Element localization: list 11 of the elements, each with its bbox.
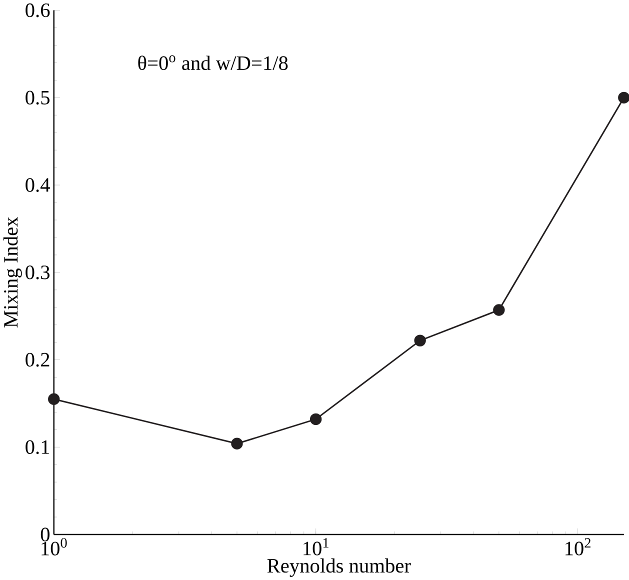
annotation: θ=0$^{o}$ and w/D=1/8 bbox=[138, 55, 288, 70]
y-axis-title: Mixing Index bbox=[3, 216, 22, 328]
y-tick-label: 0.5 bbox=[26, 90, 50, 104]
x-tick-label: 10$^{1}$ bbox=[304, 538, 328, 556]
y-tick-label: 0.4 bbox=[26, 178, 50, 192]
y-tick-label: 0.1 bbox=[26, 440, 50, 454]
y-tick-label: 0.3 bbox=[26, 265, 50, 280]
y-tick-label: 0.2 bbox=[26, 352, 50, 367]
x-tick-label: 10$^{2}$ bbox=[566, 538, 590, 556]
y-tick-label: 0.6 bbox=[26, 3, 50, 18]
x-axis-title: Reynolds number bbox=[267, 558, 411, 577]
